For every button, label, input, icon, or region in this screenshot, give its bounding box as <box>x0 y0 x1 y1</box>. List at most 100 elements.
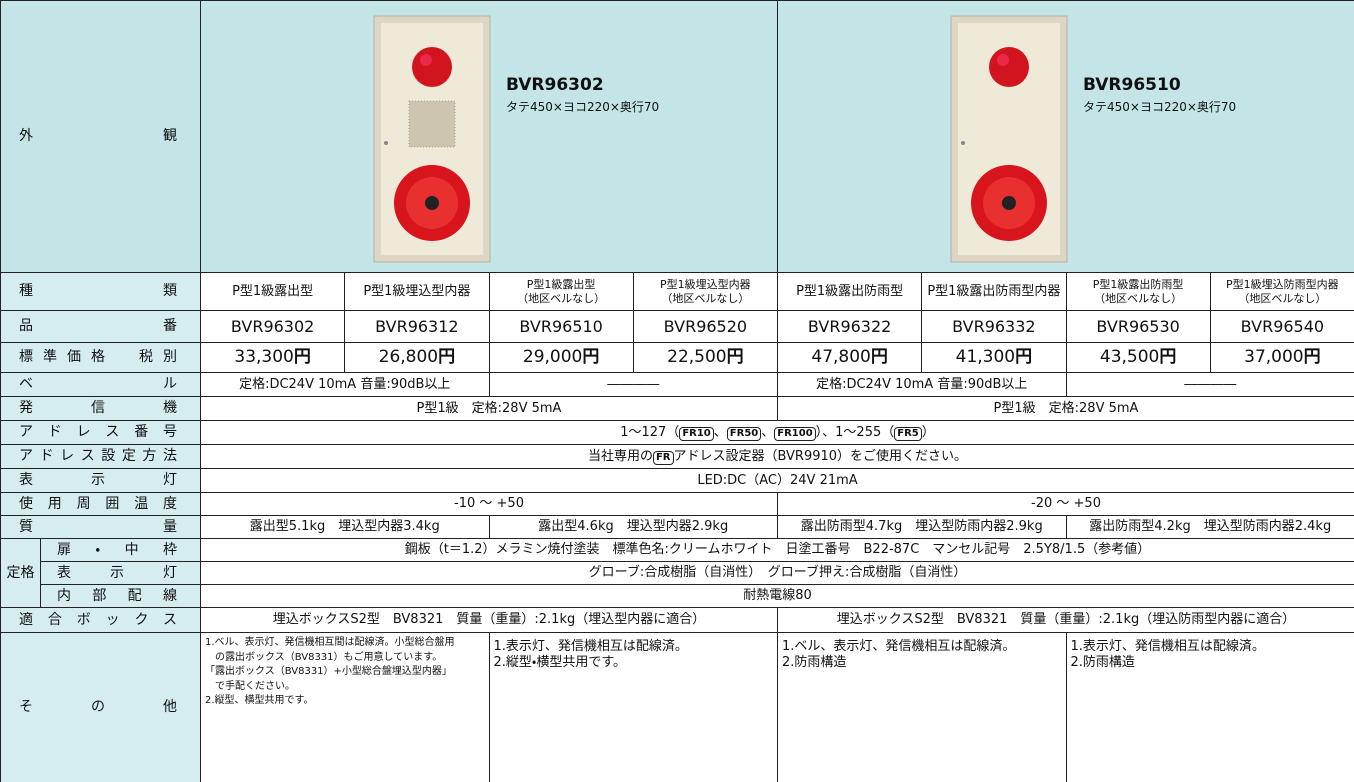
product-model: BVR96302 <box>506 75 604 95</box>
group-label: 定格 <box>0 538 41 608</box>
spec-cell: P型1級埋込型内器 （地区ベルなし） <box>632 272 779 311</box>
appearance-row: 外観 BVR96302 タテ450×ヨコ220×奥行70 BVR96510 タテ45… <box>0 0 1354 273</box>
spec-cell: 埋込ボックスS2型 BV8321 質量（重量）:2.1kg（埋込型内器に適合） <box>200 607 778 633</box>
price-amount: 33,300 <box>234 347 294 368</box>
price-unit: 円 <box>582 347 600 368</box>
text-part: アドレス設定器（BVR9910）をご使用ください。 <box>673 448 968 464</box>
fr-badge: FR50 <box>726 426 762 441</box>
spec-row: 表示灯 LED:DC（AC）24V 21mA <box>0 468 1354 493</box>
spec-cell: 1.表示灯、発信機相互は配線済。 2.縦型・横型共用です。 <box>488 632 778 782</box>
row-label: 内部配線 <box>40 584 201 608</box>
spec-cell: 定格:DC24V 10mA 音量:90dB以上 <box>777 372 1067 397</box>
spec-cell: 鋼板（t＝1.2）メラミン焼付塗装 標準色名:クリームホワイト 日塗工番号 B2… <box>200 538 1354 562</box>
row-label: 表示灯 <box>0 468 201 493</box>
spec-row: 適合ボックス 埋込ボックスS2型 BV8321 質量（重量）:2.1kg（埋込型内… <box>0 607 1354 633</box>
lock <box>961 141 965 145</box>
spec-cell: P型1級露出防雨型 （地区ベルなし） <box>1065 272 1211 311</box>
spec-cell: 1.ベル、表示灯、発信機相互は配線済。 2.防雨構造 <box>777 632 1067 782</box>
price-amount: 26,800 <box>378 347 439 368</box>
spec-cell: グローブ:合成樹脂（自消性） グローブ押え:合成樹脂（自消性） <box>200 561 1354 585</box>
spec-cell: -10 ～ +50 <box>200 492 778 516</box>
spec-cell: P型1級露出防雨型 <box>776 272 923 311</box>
price-unit: 円 <box>1015 347 1033 368</box>
speaker-grille <box>408 100 456 148</box>
spec-row: 定格 扉・中枠 鋼板（t＝1.2）メラミン焼付塗装 標準色名:クリームホワイト 日塗… <box>0 538 1354 608</box>
price-unit: 円 <box>870 347 888 368</box>
text-part: 当社専用の <box>587 448 653 464</box>
spec-cell: BVR96510 <box>488 310 634 343</box>
price-amount: 29,000 <box>522 347 583 368</box>
spec-cell: 露出型5.1kg 埋込型内器3.4kg <box>200 515 490 539</box>
spec-row: その他 1.ベル、表示灯、発信機相互間は配線済。小型総合盤用 の露出ボックス（BV… <box>0 632 1354 782</box>
spec-cell: P型1級 定格:28V 5mA <box>200 396 778 421</box>
spec-cell: 1～127（ FR10、 FR50、 FR100 ）、1～255（ FR5） <box>200 420 1354 445</box>
price-unit: 円 <box>438 347 456 368</box>
row-label: 扉・中枠 <box>40 538 201 562</box>
spec-cell: 29,000円 <box>488 342 634 373</box>
spec-cell: -20 ～ +50 <box>777 492 1354 516</box>
spec-cell: BVR96332 <box>921 310 1067 343</box>
spec-cell: BVR96530 <box>1065 310 1211 343</box>
text-part: 、 <box>761 424 775 440</box>
spec-cell: BVR96520 <box>632 310 779 343</box>
row-label: 標準価格 税別 <box>0 342 201 373</box>
spec-row: 質量 露出型5.1kg 埋込型内器3.4kg 露出型4.6kg 埋込型内器2.9kg… <box>0 515 1354 539</box>
row-label: アドレス番号 <box>0 420 201 445</box>
price-unit: 円 <box>293 347 311 368</box>
spec-cell: BVR96302 <box>199 310 346 343</box>
spec-cell: BVR96312 <box>344 310 490 343</box>
button-center <box>1002 196 1016 210</box>
spec-row: 使用周囲温度 -10 ～ +50 -20 ～ +50 <box>0 492 1354 516</box>
spec-cell: 露出型4.6kg 埋込型内器2.9kg <box>488 515 778 539</box>
lamp-highlight <box>420 54 432 66</box>
spec-cell: LED:DC（AC）24V 21mA <box>200 468 1354 493</box>
text-part: 、 <box>713 424 727 440</box>
product-image <box>373 15 491 263</box>
spec-cell: P型1級 定格:28V 5mA <box>777 396 1354 421</box>
row-label: 品番 <box>0 310 201 343</box>
spec-cell: 26,800円 <box>344 342 490 373</box>
spec-cell: P型1級露出型 （地区ベルなし） <box>488 272 634 311</box>
spec-cell: 47,800円 <box>776 342 923 373</box>
spec-cell: 1.ベル、表示灯、発信機相互間は配線済。小型総合盤用 の露出ボックス（BV833… <box>200 632 490 782</box>
spec-row: アドレス設定方法 当社専用の FR アドレス設定器（BVR9910）をご使用ください。 <box>0 444 1354 469</box>
spec-cell: ―――― <box>1065 372 1354 397</box>
spec-cell: 露出防雨型4.2kg 埋込型防雨内器2.4kg <box>1065 515 1354 539</box>
fr-badge: FR5 <box>894 426 922 441</box>
row-label: 適合ボックス <box>0 607 201 633</box>
spec-cell: 当社専用の FR アドレス設定器（BVR9910）をご使用ください。 <box>200 444 1354 469</box>
indicator-lamp <box>412 47 452 87</box>
price-unit: 円 <box>1159 347 1177 368</box>
spec-row: 標準価格 税別 33,300円 26,800円 29,000円 22,500円 47,80… <box>0 342 1354 373</box>
spec-cell: 埋込ボックスS2型 BV8321 質量（重量）:2.1kg（埋込防雨型内器に適合… <box>777 607 1354 633</box>
product-image <box>950 15 1068 263</box>
spec-cell: 22,500円 <box>632 342 779 373</box>
row-label: アドレス設定方法 <box>0 444 201 469</box>
price-amount: 41,300 <box>955 347 1016 368</box>
price-amount: 22,500 <box>667 347 727 368</box>
spec-row: アドレス番号 1～127（ FR10、 FR50、 FR100 ）、1～255（ FR5） <box>0 420 1354 445</box>
lock <box>384 141 388 145</box>
spec-row: 種類 P型1級露出型 P型1級埋込型内器 P型1級露出型 （地区ベルなし） P型1級埋込… <box>0 272 1354 311</box>
fr-badge: FR100 <box>774 426 816 441</box>
product-dimensions: タテ450×ヨコ220×奥行70 <box>506 100 660 114</box>
spec-cell: BVR96540 <box>1209 310 1354 343</box>
row-label: 発信機 <box>0 396 201 421</box>
row-label: 外観 <box>0 0 201 273</box>
spec-cell: 定格:DC24V 10mA 音量:90dB以上 <box>200 372 490 397</box>
text-part: 1～127（ <box>620 424 680 440</box>
text-part: ） <box>921 424 935 440</box>
spec-cell: 1.表示灯、発信機相互は配線済。 2.防雨構造 <box>1065 632 1354 782</box>
spec-cell: 41,300円 <box>921 342 1067 373</box>
spec-row: ベル 定格:DC24V 10mA 音量:90dB以上 ―――― 定格:DC24V 10… <box>0 372 1354 397</box>
spec-cell: 耐熱電線80 <box>200 584 1354 608</box>
spec-cell: 露出防雨型4.7kg 埋込型防雨内器2.9kg <box>777 515 1067 539</box>
spec-cell: P型1級埋込防雨型内器 （地区ベルなし） <box>1209 272 1354 311</box>
spec-row: 表示灯 グローブ:合成樹脂（自消性） グローブ押え:合成樹脂（自消性） <box>1 561 1354 585</box>
spec-cell: P型1級埋込型内器 <box>344 272 490 311</box>
spec-cell: BVR96322 <box>776 310 923 343</box>
price-amount: 37,000 <box>1244 347 1304 368</box>
product-dimensions: タテ450×ヨコ220×奥行70 <box>1083 100 1237 114</box>
